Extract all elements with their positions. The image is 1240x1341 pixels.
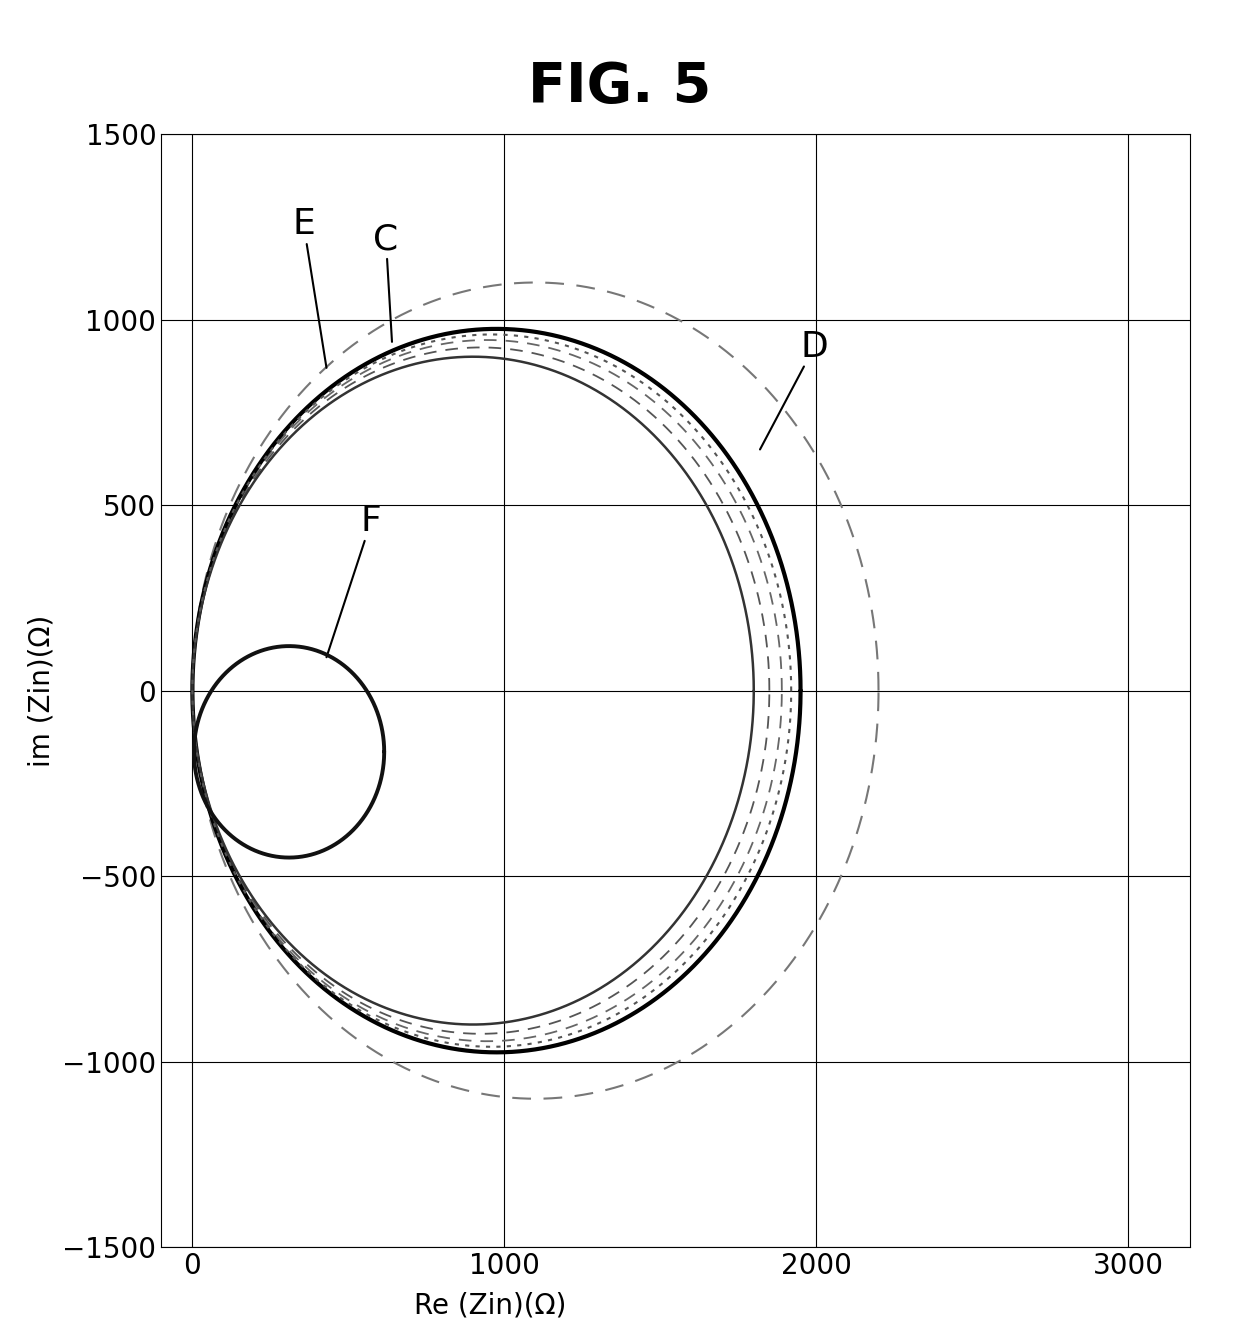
Text: F: F [326, 504, 382, 657]
Text: FIG. 5: FIG. 5 [528, 60, 712, 114]
Text: C: C [373, 223, 398, 342]
Text: D: D [760, 330, 828, 449]
X-axis label: Re (Zin)(Ω): Re (Zin)(Ω) [414, 1291, 567, 1320]
Text: E: E [293, 208, 326, 367]
Y-axis label: im (Zin)(Ω): im (Zin)(Ω) [27, 614, 56, 767]
